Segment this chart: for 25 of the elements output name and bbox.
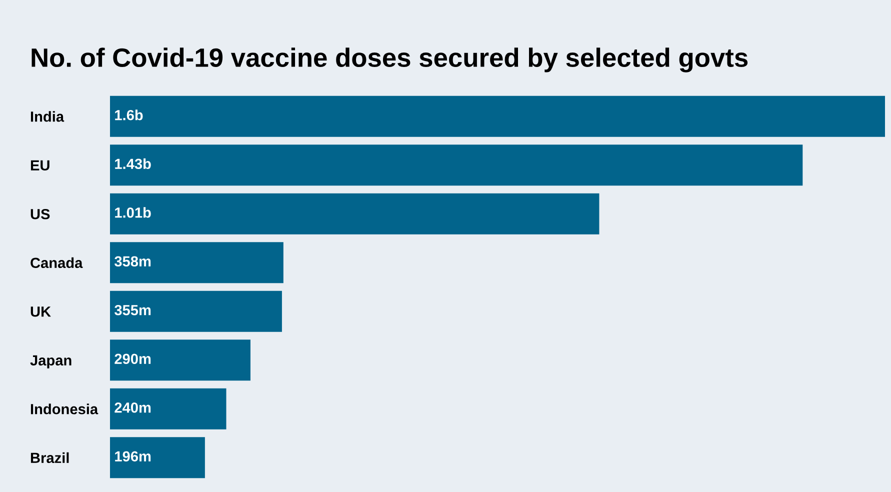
bar	[110, 96, 885, 137]
y-tick-label: EU	[30, 160, 50, 171]
data-label: 358m	[114, 256, 151, 267]
data-label: 1.01b	[115, 207, 151, 218]
bar	[110, 290, 282, 332]
data-label: 1.6b	[115, 110, 143, 120]
y-tick-label: Japan	[30, 355, 72, 368]
bar	[110, 437, 205, 478]
y-tick-label: Canada	[30, 257, 83, 268]
y-tick-label: Brazil	[30, 452, 69, 464]
bar	[110, 242, 284, 284]
chart-title: No. of Covid-19 vaccine doses secured by selected govts	[32, 48, 748, 72]
data-label: 1.43b	[115, 158, 151, 170]
bar	[110, 388, 226, 430]
data-label: 290m	[114, 354, 151, 364]
bar	[110, 144, 803, 186]
bar	[110, 193, 600, 234]
bar	[110, 340, 250, 381]
data-label: 240m	[114, 402, 151, 413]
y-tick-label: Indonesia	[30, 404, 98, 414]
data-label: 196m	[115, 451, 151, 462]
y-tick-label: UK	[30, 306, 51, 317]
y-tick-label: US	[30, 208, 50, 220]
y-tick-label: India	[30, 111, 64, 122]
data-label: 355m	[114, 304, 151, 316]
